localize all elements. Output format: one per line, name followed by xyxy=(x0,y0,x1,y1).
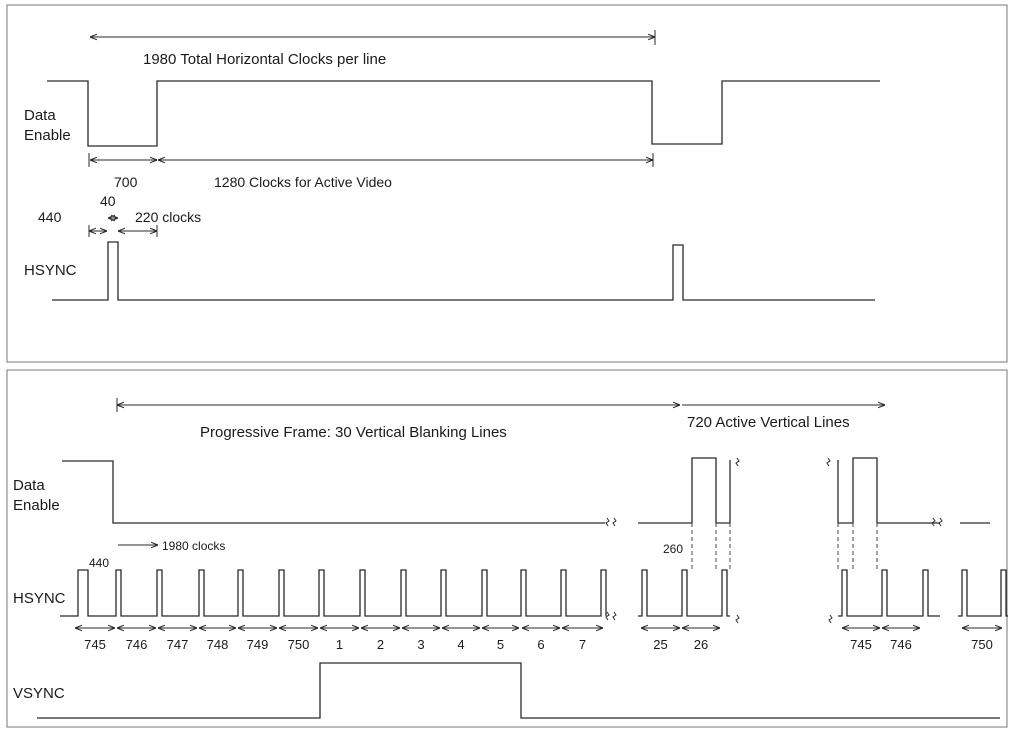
vsync-waveform xyxy=(37,662,1000,719)
hsync-pulse-train xyxy=(958,569,1008,617)
bottom-data-enable-waveform xyxy=(62,460,605,524)
break-mark xyxy=(612,611,617,621)
line-number-label: 747 xyxy=(167,637,189,652)
break-mark xyxy=(828,614,833,624)
hsync-pulse-train xyxy=(838,569,940,617)
break-mark xyxy=(735,457,740,467)
line-number-label: 746 xyxy=(126,637,148,652)
break-marks xyxy=(605,457,943,624)
bottom-panel-frame xyxy=(6,369,1008,728)
total-clocks-label: 1980 Total Horizontal Clocks per line xyxy=(143,51,386,68)
line-number-labels: 745 746 747 748 749 750 1 2 3 4 5 6 7 25 26 745 746 750 xyxy=(84,637,993,652)
line-number-label: 3 xyxy=(417,637,424,652)
line-clocks-label: 1980 clocks xyxy=(162,539,225,553)
line-number-label: 745 xyxy=(84,637,106,652)
line-number-label: 5 xyxy=(497,637,504,652)
top-data-enable-waveform xyxy=(47,80,880,147)
active-lines-label: 720 Active Vertical Lines xyxy=(687,414,850,431)
break-mark xyxy=(605,517,610,527)
line-number-label: 6 xyxy=(537,637,544,652)
line-number-label: 26 xyxy=(694,637,708,652)
hsync-pulse-train xyxy=(60,569,607,617)
line-number-label: 7 xyxy=(579,637,586,652)
top-de-label-line2: Enable xyxy=(24,127,71,144)
bottom-de-label-line1: Data xyxy=(13,477,45,494)
bottom-hsync-label: HSYNC xyxy=(13,590,66,607)
break-mark xyxy=(605,611,610,621)
bottom-front-porch-label: 440 xyxy=(89,556,109,570)
break-mark xyxy=(826,457,831,467)
line-number-label: 746 xyxy=(890,637,912,652)
vsync-label: VSYNC xyxy=(13,685,65,702)
line-number-label: 750 xyxy=(971,637,993,652)
bottom-de-label-line2: Enable xyxy=(13,497,60,514)
vertical-timing-panel: Progressive Frame: 30 Vertical Blanking … xyxy=(6,369,1008,728)
top-hsync-label: HSYNC xyxy=(24,262,77,279)
bottom-de-active-segment xyxy=(638,457,731,524)
back-porch-label: 220 clocks xyxy=(135,209,201,225)
blank-clocks-label: 700 xyxy=(114,174,138,190)
line-number-label: 750 xyxy=(288,637,310,652)
line-number-label: 2 xyxy=(377,637,384,652)
break-mark xyxy=(938,517,943,527)
line-number-label: 745 xyxy=(850,637,872,652)
bottom-hsync-waveform xyxy=(60,569,1008,617)
blanking-lines-label: Progressive Frame: 30 Vertical Blanking … xyxy=(200,424,507,441)
break-mark xyxy=(735,614,740,624)
break-mark xyxy=(931,517,936,527)
top-de-label-line1: Data xyxy=(24,107,56,124)
offset-260-label: 260 xyxy=(663,542,683,556)
bottom-de-active-segment-2 xyxy=(837,457,940,524)
top-panel-frame xyxy=(6,4,1008,363)
sync-width-label: 40 xyxy=(100,193,116,209)
line-number-label: 749 xyxy=(247,637,269,652)
line-number-label: 748 xyxy=(207,637,229,652)
top-hsync-waveform xyxy=(52,241,875,301)
active-clocks-label: 1280 Clocks for Active Video xyxy=(214,174,392,190)
front-porch-label: 440 xyxy=(38,209,62,225)
line-number-label: 1 xyxy=(336,637,343,652)
line-number-label: 25 xyxy=(653,637,667,652)
break-mark xyxy=(612,517,617,527)
hsync-pulse-train xyxy=(638,569,730,617)
line-number-label: 4 xyxy=(457,637,464,652)
horizontal-timing-panel: 1980 Total Horizontal Clocks per line Da… xyxy=(6,4,1008,363)
